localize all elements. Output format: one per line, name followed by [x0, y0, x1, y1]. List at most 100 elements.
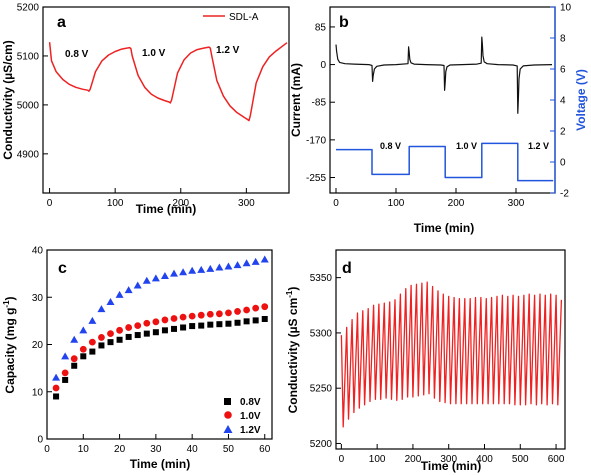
panel-c-xtick-label-60: 60: [259, 444, 271, 455]
panel-a-ytick-label-5200: 5200: [17, 3, 40, 14]
point-1.2V-8: [124, 286, 133, 294]
point-1.2V-6: [106, 297, 115, 305]
point-1.2V-13: [170, 269, 179, 277]
point-1.0V-13: [170, 315, 178, 322]
panel-a-xtick-label-0: 0: [47, 198, 53, 209]
panel-a-letter: a: [57, 14, 66, 31]
panel-d-lines: [340, 281, 563, 428]
panel-a-ylabel: Conductivity (µS/cm): [1, 40, 15, 160]
panel-c-letter: c: [58, 260, 67, 277]
point-1.0V-14: [179, 313, 187, 321]
point-1.0V-7: [116, 326, 123, 334]
panel-b-xtick-label-300: 300: [508, 198, 525, 209]
panel-b-frame: [329, 6, 556, 194]
panel-c-xtick-label-50: 50: [223, 444, 235, 455]
panel-d-ylabel: Conductivity (µS cm-1): [285, 287, 300, 414]
point-0.8V-14: [180, 324, 187, 331]
point-1.0V-11: [152, 318, 160, 326]
legend-marker-0.8V: [224, 398, 231, 405]
point-1.2V-18: [215, 263, 224, 271]
panel-b-voltage-line: [336, 142, 554, 182]
panel-b-ytick-right-label-4: 4: [560, 96, 566, 107]
point-0.8V-12: [161, 327, 168, 334]
panel-b-xlabel: Time (min): [414, 221, 474, 235]
point-1.2V-23: [260, 255, 269, 263]
panel-d-xtick-label-0: 0: [339, 454, 345, 465]
point-0.8V-10: [143, 330, 150, 337]
point-0.8V-13: [171, 325, 178, 332]
point-0.8V-11: [152, 329, 159, 336]
panel-b-ylabel-left: Current (mA): [289, 63, 303, 137]
panel-b: 0 100 200 300 85 0 -85 -170 -255 -2 0 2 4 6 8 10 b 0.8 …: [289, 3, 588, 236]
panel-c-ytick-label-40: 40: [32, 246, 44, 257]
panel-d-letter: d: [342, 260, 352, 277]
panel-c-ticks: 0 10 20 30 40 50 60 0 10 20 30 40: [32, 246, 271, 456]
panel-a-ytick-label-4900: 4900: [17, 149, 40, 160]
point-1.2V-5: [97, 305, 106, 313]
panel-b-ytick-label-85: 85: [315, 22, 327, 33]
panel-a-ticks: 0 100 200 300 4900 5000 5100 5200: [17, 3, 255, 210]
point-0.8V-5: [98, 342, 105, 349]
panel-a-annotation-2: 1.0 V: [142, 48, 166, 59]
panel-a-ytick-label-5100: 5100: [17, 51, 40, 62]
panel-b-ylabel-right: Voltage (V): [574, 69, 588, 131]
panel-d-ylabel-end: ): [286, 287, 300, 291]
point-0.8V-20: [234, 319, 241, 326]
point-1.2V-2: [70, 335, 79, 343]
point-1.2V-22: [251, 257, 260, 265]
panel-a-legend-label: SDL-A: [229, 12, 259, 23]
panel-b-annotation-1: 0.8 V: [380, 141, 401, 151]
point-0.8V-0: [53, 393, 60, 400]
point-1.2V-4: [88, 316, 97, 324]
panel-d-xtick-label-500: 500: [512, 454, 529, 465]
point-1.2V-9: [133, 281, 142, 289]
point-0.8V-3: [80, 353, 87, 360]
point-1.0V-6: [107, 330, 114, 338]
point-0.8V-16: [198, 322, 205, 329]
panel-d-ticks: 0 100 200 300 400 500 600 5200 5250 5300 5350: [310, 273, 565, 465]
point-1.0V-20: [234, 308, 241, 315]
point-1.2V-16: [197, 265, 206, 273]
panel-b-current-line: [335, 36, 553, 114]
panel-c-legend-label-1: 0.8V: [240, 397, 261, 408]
panel-d-xtick-label-200: 200: [405, 454, 422, 465]
panel-c-ylabel: Capacity (mg g-1): [2, 296, 17, 393]
point-0.8V-2: [71, 362, 78, 369]
panel-c-xtick-label-10: 10: [78, 444, 90, 455]
point-0.8V-1: [62, 376, 69, 383]
point-1.0V-22: [252, 304, 260, 312]
panel-d-xtick-label-600: 600: [548, 454, 565, 465]
panel-b-ytick-label--255: -255: [306, 173, 326, 184]
panel-c-legend-label-2: 1.0V: [240, 411, 261, 422]
point-0.8V-18: [216, 321, 223, 328]
panel-c-xtick-label-40: 40: [187, 444, 199, 455]
panel-b-ytick-right-label--2: -2: [560, 189, 569, 200]
panel-b-ytick-label-0: 0: [320, 60, 326, 71]
panel-c-ylabel-end: ): [3, 296, 17, 300]
point-0.8V-17: [207, 321, 214, 328]
panel-a-ytick-label-5000: 5000: [17, 100, 40, 111]
point-0.8V-19: [225, 320, 232, 327]
point-0.8V-22: [252, 317, 259, 324]
panel-b-ytick-label--85: -85: [312, 98, 327, 109]
point-1.2V-7: [115, 290, 124, 298]
panel-d-ytick-label-5300: 5300: [310, 328, 333, 339]
panel-b-lines: [335, 36, 554, 182]
point-1.0V-0: [52, 384, 60, 392]
point-0.8V-4: [89, 348, 96, 355]
point-1.0V-16: [197, 311, 205, 319]
panel-a-lines: [48, 42, 288, 122]
panel-b-ytick-right-label-6: 6: [560, 65, 566, 76]
panel-d-ytick-label-5350: 5350: [310, 273, 333, 284]
panel-b-annotation-3: 1.2 V: [528, 141, 549, 151]
point-0.8V-15: [189, 323, 196, 330]
point-1.2V-12: [160, 271, 169, 279]
panel-b-ytick-right-label-10: 10: [560, 3, 572, 14]
point-1.2V-21: [242, 259, 251, 267]
panel-d-xtick-label-100: 100: [369, 454, 386, 465]
point-1.2V-0: [52, 373, 61, 381]
panel-b-ytick-right-label-2: 2: [560, 127, 566, 138]
panel-d-xtick-label-300: 300: [440, 454, 457, 465]
